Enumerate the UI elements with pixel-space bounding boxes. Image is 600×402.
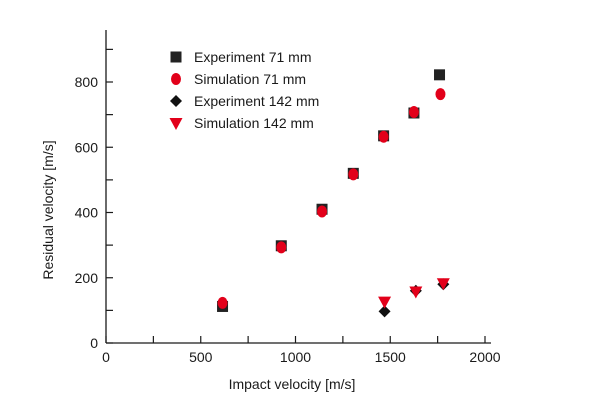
legend-label: Experiment 142 mm [194,93,319,109]
legend: Experiment 71 mm Simulation 71 mm Experime… [169,49,319,131]
y-tick-label: 600 [75,139,99,155]
data-point [348,168,359,181]
x-tick-label: 500 [189,349,213,365]
legend-marker [169,118,183,130]
series-2 [217,88,446,309]
data-point [217,296,228,309]
x-tick-label: 1000 [280,349,311,365]
data-point [378,296,392,309]
legend-label: Simulation 71 mm [194,71,306,87]
y-tick-label: 0 [90,335,98,351]
x-axis-title: Impact velocity [m/s] [229,376,356,392]
legend-label: Simulation 142 mm [194,115,314,131]
data-point [276,241,287,254]
y-tick-label: 800 [75,74,99,90]
data-point [434,69,446,81]
x-tick-label: 0 [102,349,110,365]
data-marks [217,69,450,318]
y-tick-label: 400 [75,205,99,221]
data-point [409,286,423,299]
data-point [378,305,391,318]
data-point [317,205,328,218]
legend-marker [171,73,181,85]
y-axis-title: Residual velocity [m/s] [40,140,56,279]
y-axis-title-group: Residual velocity [m/s] [40,140,56,279]
x-tick-label: 1500 [375,349,406,365]
y-tick-label: 200 [75,270,99,286]
legend-label: Experiment 71 mm [194,49,311,65]
series-4 [378,278,450,309]
x-tick-label: 2000 [469,349,500,365]
data-point [436,278,450,291]
data-point [378,130,389,143]
data-point [408,106,419,119]
data-point [435,88,446,101]
legend-marker [170,95,182,107]
axes: 0 500 1000 1500 2000 0 200 400 600 800 [75,30,501,365]
legend-marker [170,51,182,63]
